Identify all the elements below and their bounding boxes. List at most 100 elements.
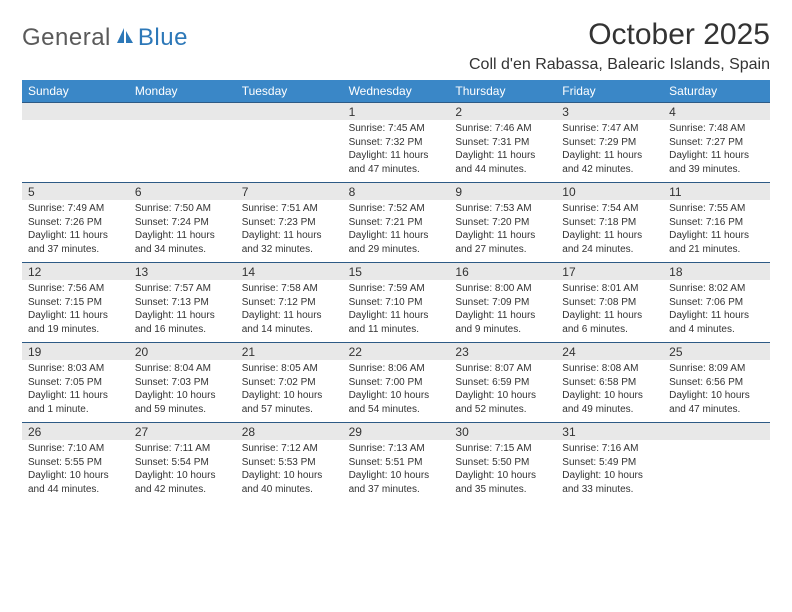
day-content-cell: Sunrise: 7:56 AMSunset: 7:15 PMDaylight:… [22, 280, 129, 342]
sunset-text: Sunset: 6:58 PM [562, 376, 657, 390]
day-content-cell: Sunrise: 7:16 AMSunset: 5:49 PMDaylight:… [556, 440, 663, 502]
day-number: 27 [135, 425, 148, 439]
day-number-cell [22, 102, 129, 120]
sunrise-text: Sunrise: 8:03 AM [28, 362, 123, 376]
logo: General Blue [22, 24, 188, 52]
day-number-cell: 15 [343, 262, 450, 280]
daylight-text: and 24 minutes. [562, 243, 657, 257]
sunrise-text: Sunrise: 8:00 AM [455, 282, 550, 296]
daylight-text: Daylight: 11 hours [135, 309, 230, 323]
day-number-cell: 19 [22, 342, 129, 360]
sunset-text: Sunset: 5:54 PM [135, 456, 230, 470]
day-number: 9 [455, 185, 462, 199]
daylight-text: and 11 minutes. [349, 323, 444, 337]
day-content-cell: Sunrise: 8:04 AMSunset: 7:03 PMDaylight:… [129, 360, 236, 422]
day-content-cell: Sunrise: 8:07 AMSunset: 6:59 PMDaylight:… [449, 360, 556, 422]
sunset-text: Sunset: 5:53 PM [242, 456, 337, 470]
sunset-text: Sunset: 7:18 PM [562, 216, 657, 230]
day-number-cell: 3 [556, 102, 663, 120]
day-content-cell: Sunrise: 7:13 AMSunset: 5:51 PMDaylight:… [343, 440, 450, 502]
content-row: Sunrise: 8:03 AMSunset: 7:05 PMDaylight:… [22, 360, 770, 422]
weekday-header: Tuesday [236, 80, 343, 102]
day-content-cell: Sunrise: 7:57 AMSunset: 7:13 PMDaylight:… [129, 280, 236, 342]
sunset-text: Sunset: 7:16 PM [669, 216, 764, 230]
daylight-text: and 1 minute. [28, 403, 123, 417]
logo-text-blue: Blue [138, 24, 188, 52]
daylight-text: Daylight: 11 hours [455, 309, 550, 323]
day-content-cell: Sunrise: 7:47 AMSunset: 7:29 PMDaylight:… [556, 120, 663, 182]
daylight-text: Daylight: 11 hours [242, 309, 337, 323]
daylight-text: and 52 minutes. [455, 403, 550, 417]
sunset-text: Sunset: 7:29 PM [562, 136, 657, 150]
sunset-text: Sunset: 7:09 PM [455, 296, 550, 310]
sunrise-text: Sunrise: 7:49 AM [28, 202, 123, 216]
day-content-cell: Sunrise: 7:46 AMSunset: 7:31 PMDaylight:… [449, 120, 556, 182]
day-number-cell: 20 [129, 342, 236, 360]
sunrise-text: Sunrise: 7:57 AM [135, 282, 230, 296]
daylight-text: Daylight: 11 hours [455, 149, 550, 163]
daylight-text: Daylight: 11 hours [28, 389, 123, 403]
day-number-cell: 21 [236, 342, 343, 360]
daylight-text: and 29 minutes. [349, 243, 444, 257]
day-number-cell: 23 [449, 342, 556, 360]
day-number-cell: 30 [449, 422, 556, 440]
sunset-text: Sunset: 7:23 PM [242, 216, 337, 230]
sunrise-text: Sunrise: 7:58 AM [242, 282, 337, 296]
daylight-text: Daylight: 10 hours [455, 469, 550, 483]
sunrise-text: Sunrise: 7:48 AM [669, 122, 764, 136]
daylight-text: Daylight: 11 hours [455, 229, 550, 243]
sunset-text: Sunset: 7:02 PM [242, 376, 337, 390]
day-content-cell: Sunrise: 7:48 AMSunset: 7:27 PMDaylight:… [663, 120, 770, 182]
daylight-text: Daylight: 10 hours [349, 389, 444, 403]
day-number: 8 [349, 185, 356, 199]
sunset-text: Sunset: 7:26 PM [28, 216, 123, 230]
daylight-text: and 37 minutes. [349, 483, 444, 497]
daylight-text: and 39 minutes. [669, 163, 764, 177]
content-row: Sunrise: 7:49 AMSunset: 7:26 PM Daylight:… [22, 200, 770, 262]
daylight-text: Daylight: 10 hours [242, 469, 337, 483]
sunset-text: Sunset: 5:51 PM [349, 456, 444, 470]
weekday-header: Thursday [449, 80, 556, 102]
day-content-cell: Sunrise: 8:06 AMSunset: 7:00 PMDaylight:… [343, 360, 450, 422]
sunset-text: Sunset: 7:12 PM [242, 296, 337, 310]
day-content-cell: Sunrise: 8:00 AMSunset: 7:09 PMDaylight:… [449, 280, 556, 342]
day-number: 22 [349, 345, 362, 359]
sunrise-text: Sunrise: 8:04 AM [135, 362, 230, 376]
sunset-text: Sunset: 7:15 PM [28, 296, 123, 310]
day-number: 5 [28, 185, 35, 199]
daynum-row: 12131415161718 [22, 262, 770, 280]
daylight-text: Daylight: 11 hours [242, 229, 337, 243]
day-number-cell: 28 [236, 422, 343, 440]
sunset-text: Sunset: 7:05 PM [28, 376, 123, 390]
day-number: 23 [455, 345, 468, 359]
daylight-text: and 59 minutes. [135, 403, 230, 417]
day-number: 12 [28, 265, 41, 279]
sunrise-text: Sunrise: 8:01 AM [562, 282, 657, 296]
day-content-cell: Sunrise: 7:15 AMSunset: 5:50 PMDaylight:… [449, 440, 556, 502]
sunrise-text: Sunrise: 8:05 AM [242, 362, 337, 376]
sail-icon [115, 26, 135, 51]
daylight-text: and 49 minutes. [562, 403, 657, 417]
daylight-text: and 57 minutes. [242, 403, 337, 417]
daylight-text: and 21 minutes. [669, 243, 764, 257]
sunrise-text: Sunrise: 7:11 AM [135, 442, 230, 456]
day-content-cell: Sunrise: 7:12 AMSunset: 5:53 PMDaylight:… [236, 440, 343, 502]
day-number-cell: 6 [129, 182, 236, 200]
daylight-text: Daylight: 11 hours [562, 229, 657, 243]
sunset-text: Sunset: 6:56 PM [669, 376, 764, 390]
day-number-cell: 24 [556, 342, 663, 360]
daylight-text: Daylight: 10 hours [135, 389, 230, 403]
title-block: October 2025 Coll d'en Rabassa, Balearic… [469, 18, 770, 74]
daylight-text: Daylight: 10 hours [135, 469, 230, 483]
day-content-cell: Sunrise: 7:11 AMSunset: 5:54 PMDaylight:… [129, 440, 236, 502]
sunrise-text: Sunrise: 7:47 AM [562, 122, 657, 136]
day-number-cell: 14 [236, 262, 343, 280]
day-content-cell: Sunrise: 7:10 AMSunset: 5:55 PMDaylight:… [22, 440, 129, 502]
sunset-text: Sunset: 5:49 PM [562, 456, 657, 470]
content-row: Sunrise: 7:10 AMSunset: 5:55 PMDaylight:… [22, 440, 770, 502]
sunset-text: Sunset: 7:06 PM [669, 296, 764, 310]
daylight-text: and 35 minutes. [455, 483, 550, 497]
day-number: 10 [562, 185, 575, 199]
day-content-cell: Sunrise: 8:03 AMSunset: 7:05 PMDaylight:… [22, 360, 129, 422]
daylight-text: Daylight: 11 hours [669, 149, 764, 163]
